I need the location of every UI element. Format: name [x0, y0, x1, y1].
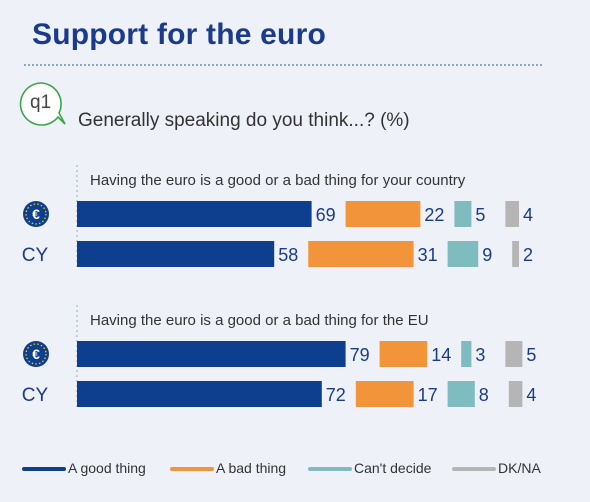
- bar-bad: [355, 381, 414, 407]
- bar-good: [77, 241, 275, 267]
- legend-swatch-cant: [308, 467, 352, 472]
- bar-bad: [308, 241, 414, 267]
- row-label-cy: CY: [22, 245, 49, 266]
- value-label-dk: 4: [526, 385, 536, 405]
- question-id: q1: [30, 92, 52, 113]
- legend-item-bad: A bad thing: [170, 460, 286, 476]
- bar-bad: [345, 201, 421, 227]
- stacked-bar-chart: Having the euro is a good or a bad thing…: [22, 165, 536, 410]
- legend-swatch-bad: [170, 467, 214, 472]
- group-subtitle: Having the euro is a good or a bad thing…: [90, 172, 466, 189]
- value-label-dk: 4: [523, 205, 533, 225]
- value-label-dk: 5: [526, 345, 536, 365]
- bar-dk: [505, 201, 519, 227]
- page-title: Support for the euro: [32, 18, 326, 51]
- value-label-bad: 17: [418, 385, 438, 405]
- legend-item-cant: Can't decide: [308, 460, 431, 476]
- value-label-good: 69: [316, 205, 336, 225]
- bar-dk: [505, 341, 523, 367]
- value-label-cant: 3: [475, 345, 485, 365]
- euro-icon-symbol: €: [32, 206, 40, 222]
- bar-good: [77, 201, 312, 227]
- legend-label-bad: A bad thing: [216, 460, 287, 476]
- question-text: Generally speaking do you think...? (%): [78, 110, 410, 131]
- bar-cant: [454, 201, 472, 227]
- legend-swatch-good: [22, 467, 66, 472]
- legend-item-dk: DK/NA: [452, 460, 541, 476]
- value-label-cant: 5: [475, 205, 485, 225]
- legend-label-cant: Can't decide: [354, 460, 432, 476]
- legend-item-good: A good thing: [22, 460, 146, 476]
- bar-good: [77, 381, 322, 407]
- value-label-cant: 9: [482, 245, 492, 265]
- title-divider: [24, 64, 542, 66]
- value-label-good: 72: [326, 385, 346, 405]
- value-label-good: 58: [278, 245, 298, 265]
- legend-swatch-dk: [452, 467, 496, 472]
- question-bubble-icon: [19, 82, 66, 126]
- value-label-dk: 2: [523, 245, 533, 265]
- euro-icon-symbol: €: [32, 346, 40, 362]
- euro-icon: [23, 341, 49, 367]
- euro-icon-stars: [25, 203, 47, 225]
- legend-label-dk: DK/NA: [498, 460, 541, 476]
- row-label-cy: CY: [22, 385, 49, 406]
- value-label-bad: 22: [424, 205, 444, 225]
- bar-dk: [512, 241, 519, 267]
- group-subtitle: Having the euro is a good or a bad thing…: [90, 312, 429, 329]
- bar-cant: [461, 341, 472, 367]
- value-label-cant: 8: [479, 385, 489, 405]
- euro-icon: [23, 201, 49, 227]
- bar-dk: [508, 381, 523, 407]
- euro-icon-stars: [25, 343, 47, 365]
- value-label-bad: 31: [418, 245, 438, 265]
- bar-bad: [379, 341, 428, 367]
- legend-label-good: A good thing: [68, 460, 146, 476]
- bar-good: [77, 341, 346, 367]
- bar-cant: [447, 381, 475, 407]
- value-label-good: 79: [350, 345, 370, 365]
- value-label-bad: 14: [431, 345, 451, 365]
- bar-cant: [447, 241, 479, 267]
